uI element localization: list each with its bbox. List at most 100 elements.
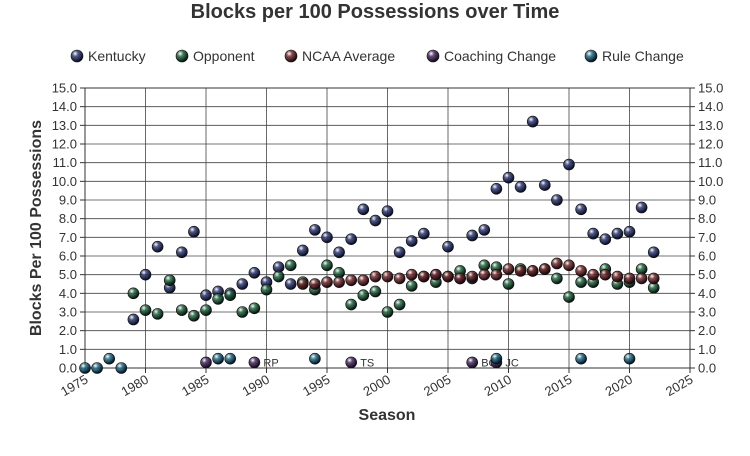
point-kentucky <box>393 246 406 259</box>
point-kentucky <box>417 227 430 240</box>
point-kentucky <box>587 227 600 240</box>
point-ncaa-average <box>417 270 430 283</box>
point-kentucky <box>151 240 164 253</box>
y-tick-label-right: 6.0 <box>698 249 716 264</box>
point-rule-change <box>212 352 224 365</box>
y-tick-label-right: 13.0 <box>698 118 723 133</box>
y-tick-label-right: 3.0 <box>698 305 716 320</box>
y-tick-label-right: 4.0 <box>698 286 716 301</box>
y-tick-label: 15.0 <box>52 81 77 96</box>
y-tick-label: 8.0 <box>59 211 77 226</box>
point-ncaa-average <box>333 276 345 288</box>
legend-marker-opponent <box>175 49 189 63</box>
point-kentucky <box>647 246 660 259</box>
point-kentucky <box>526 115 539 128</box>
y-tick-label: 3.0 <box>59 305 77 320</box>
data-points: RP TS BG JC <box>79 115 660 374</box>
point-kentucky <box>466 229 479 242</box>
point-kentucky <box>188 225 200 238</box>
y-tick-label: 6.0 <box>59 249 77 264</box>
point-opponent <box>321 259 333 272</box>
point-ncaa-average <box>587 268 600 281</box>
point-kentucky <box>551 194 563 206</box>
point-ncaa-average <box>538 263 551 275</box>
point-coaching-change <box>200 356 212 369</box>
point-ncaa-average <box>575 265 587 277</box>
y-tick-label: 9.0 <box>59 193 77 208</box>
point-rule-change <box>79 362 91 374</box>
point-ncaa-average <box>393 272 406 285</box>
point-opponent <box>393 298 406 311</box>
point-ncaa-average <box>442 270 454 283</box>
x-axis: 1975 1980 1985 1990 1995 2000 2005 2010 2015 2020… <box>58 368 696 399</box>
y-tick-label-right: 8.0 <box>698 211 716 226</box>
point-opponent <box>272 270 285 283</box>
point-ncaa-average <box>551 257 563 270</box>
legend-label-coaching-change: Coaching Change <box>444 48 556 64</box>
point-ncaa-average <box>296 278 309 290</box>
point-ncaa-average <box>369 270 382 283</box>
legend-label-opponent: Opponent <box>193 48 255 64</box>
y-tick-label-right: 15.0 <box>698 81 723 96</box>
point-rule-change <box>103 352 115 365</box>
y-tick-label-right: 0.0 <box>698 361 716 376</box>
point-rule-change <box>115 362 128 374</box>
x-tick-label: 2015 <box>542 372 575 399</box>
x-tick-label: 2005 <box>421 372 454 399</box>
point-opponent <box>248 302 261 315</box>
point-kentucky <box>321 231 333 244</box>
y-tick-label: 11.0 <box>53 155 77 170</box>
point-opponent <box>369 285 382 298</box>
point-kentucky <box>599 233 612 245</box>
legend: Kentucky Opponent NCAA Average Coaching Cha… <box>70 48 684 64</box>
point-ncaa-average <box>466 270 479 283</box>
point-kentucky <box>623 225 636 238</box>
point-kentucky <box>200 289 212 302</box>
x-tick-label: 1985 <box>179 372 212 399</box>
legend-marker-ncaa-average <box>284 49 298 63</box>
point-kentucky <box>502 171 515 184</box>
x-tick-label: 1980 <box>118 372 151 399</box>
point-rule-change <box>309 352 321 365</box>
point-kentucky <box>442 240 454 253</box>
point-kentucky <box>139 268 152 281</box>
point-coaching-change <box>345 356 358 369</box>
point-opponent <box>127 287 140 300</box>
y-tick-label-right: 14.0 <box>698 99 723 114</box>
legend-label-ncaa-average: NCAA Average <box>302 48 395 64</box>
x-tick-label: 2010 <box>481 372 514 399</box>
y-tick-label: 7.0 <box>59 230 77 245</box>
point-ncaa-average <box>321 276 333 288</box>
point-kentucky <box>284 278 297 290</box>
point-ncaa-average <box>623 272 636 285</box>
point-kentucky <box>478 224 491 236</box>
y-tick-label: 10.0 <box>52 174 77 189</box>
point-kentucky <box>405 235 418 247</box>
y-tick-label: 12.0 <box>52 137 77 152</box>
legend-marker-kentucky <box>70 49 84 63</box>
point-kentucky <box>575 203 587 216</box>
point-kentucky <box>296 244 309 257</box>
point-opponent <box>236 306 249 318</box>
y-tick-label: 4.0 <box>59 286 77 301</box>
point-coaching-change <box>248 356 261 369</box>
point-ncaa-average <box>635 272 648 285</box>
x-axis-title: Season <box>359 407 416 424</box>
point-rule-change <box>623 352 636 365</box>
y-tick-label-right: 7.0 <box>698 230 716 245</box>
point-ncaa-average <box>405 268 418 281</box>
event-label: JC <box>505 357 519 369</box>
y-tick-label: 2.0 <box>59 323 77 338</box>
point-ncaa-average <box>357 274 370 287</box>
point-ncaa-average <box>381 270 394 283</box>
point-opponent <box>345 298 358 311</box>
point-kentucky <box>635 201 648 214</box>
point-rule-change <box>575 352 587 365</box>
legend-label-rule-change: Rule Change <box>602 48 684 64</box>
y-tick-label-right: 1.0 <box>698 342 716 357</box>
point-opponent <box>260 283 273 296</box>
y-tick-label-right: 9.0 <box>698 193 716 208</box>
point-ncaa-average <box>647 272 660 285</box>
event-label: RP <box>263 357 278 369</box>
